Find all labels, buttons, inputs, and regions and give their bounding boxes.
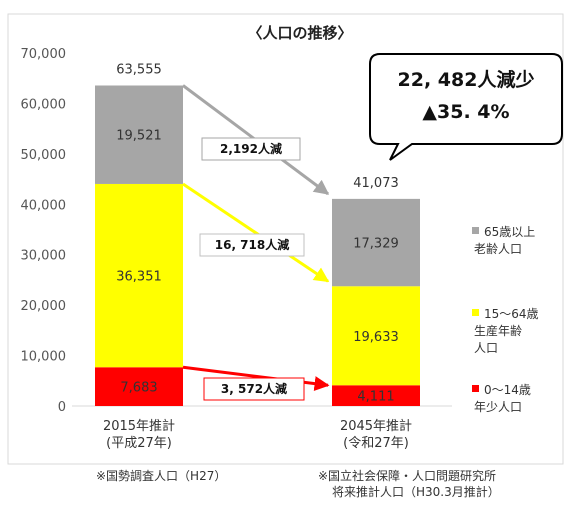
legend-label: 年少人口 xyxy=(474,400,522,414)
source-note: ※国勢調査人口（H27） xyxy=(96,468,226,483)
total-label: 63,555 xyxy=(116,63,162,78)
bar-value-label: 19,633 xyxy=(353,330,399,345)
x-category-sublabel: (令和27年) xyxy=(343,436,409,451)
bar-segment xyxy=(332,198,420,287)
y-tick-label: 60,000 xyxy=(21,97,67,112)
change-arrow xyxy=(182,182,330,283)
total-label: 41,073 xyxy=(353,176,399,191)
bar-value-label: 4,111 xyxy=(357,390,394,405)
bar-segment xyxy=(95,85,183,184)
bar-value-label: 36,351 xyxy=(116,270,162,285)
legend-label: 生産年齢 xyxy=(474,323,522,338)
bar-segment xyxy=(332,385,420,406)
bar-segment xyxy=(95,367,183,406)
change-label: 16, 718人減 xyxy=(215,237,290,252)
legend-swatch xyxy=(472,309,479,316)
y-tick-label: 0 xyxy=(58,400,66,415)
x-category-label: 2045年推計 xyxy=(340,418,412,434)
y-tick-label: 30,000 xyxy=(21,249,67,264)
legend-label: 65歳以上 xyxy=(484,225,535,239)
chart-title: 〈人口の推移〉 xyxy=(247,24,352,42)
x-category-label: 2015年推計 xyxy=(103,418,175,434)
source-note: 将来推計人口（H30.3月推計） xyxy=(332,484,500,499)
source-notes: ※国勢調査人口（H27） ※国立社会保障・人口問題研究所将来推計人口（H30.3月… xyxy=(96,468,500,499)
y-tick-label: 10,000 xyxy=(21,350,67,365)
change-label: 3, 572人減 xyxy=(221,381,287,396)
callout-bubble: 22, 482人減少 ▲35. 4% xyxy=(369,53,563,161)
y-tick-label: 50,000 xyxy=(21,148,67,163)
bar-value-label: 17,329 xyxy=(353,237,399,252)
legend-label: 老齢人口 xyxy=(474,241,522,256)
legend-swatch xyxy=(472,227,479,234)
change-label-box xyxy=(203,377,305,401)
change-label-box xyxy=(199,233,305,257)
source-note: ※国立社会保障・人口問題研究所 xyxy=(318,468,496,483)
change-annotations: 2,192人減 16, 718人減 3, 572人減 xyxy=(182,84,330,401)
change-label: 2,192人減 xyxy=(220,141,282,156)
change-label-box xyxy=(201,137,301,161)
legend-swatch xyxy=(472,385,479,392)
bars: 7,683 36,351 19,521 63,555 2015年推計 (平成27年) 4,1… xyxy=(95,63,420,451)
bar-segment xyxy=(95,183,183,368)
legend-label: 0〜14歳 xyxy=(484,383,531,397)
bar-value-label: 7,683 xyxy=(120,381,157,396)
y-tick-label: 40,000 xyxy=(21,198,67,213)
callout-shape xyxy=(369,53,563,161)
bar-segment xyxy=(332,286,420,386)
callout-total-decrease: 22, 482人減少 xyxy=(398,68,535,91)
y-tick-label: 20,000 xyxy=(21,299,67,314)
x-category-sublabel: (平成27年) xyxy=(106,436,172,451)
legend-label: 人口 xyxy=(474,341,498,355)
callout-percent-decrease: ▲35. 4% xyxy=(422,101,509,123)
bar-value-label: 19,521 xyxy=(116,129,162,144)
legend-label: 15〜64歳 xyxy=(484,307,539,321)
y-tick-label: 70,000 xyxy=(21,47,67,62)
